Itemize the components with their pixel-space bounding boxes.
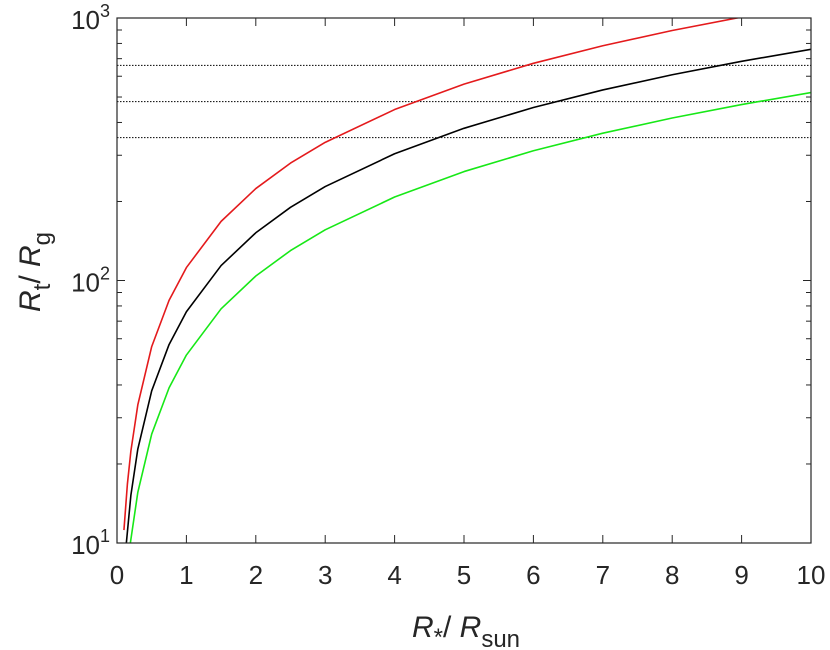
- series-line-2: [129, 91, 811, 543]
- x-tick-label: 0: [110, 560, 124, 590]
- y-axis-label-denom-sub: g: [29, 232, 56, 245]
- x-tick-label: 10: [797, 560, 826, 590]
- x-axis-label-main: R: [412, 611, 434, 644]
- minor-ticks: [117, 29, 811, 465]
- tick-labels: 0 1 2 3 4 5 6 7 8 9 10 101 102 103: [71, 1, 825, 590]
- x-tick-label: 2: [249, 560, 263, 590]
- series-group: [123, 18, 811, 543]
- x-axis-label-main-sub: *: [434, 624, 443, 650]
- series-line-0: [123, 18, 742, 531]
- y-tick-label: 101: [71, 526, 110, 560]
- reference-lines: [117, 64, 811, 139]
- y-axis-label: Rt/ Rg: [14, 232, 56, 312]
- y-axis-label-sep: /: [14, 267, 47, 284]
- y-tick-label: 102: [71, 264, 110, 298]
- y-tick-label: 103: [71, 1, 110, 35]
- y-axis-label-denom: R: [14, 245, 47, 267]
- x-axis-label-denom-sub: sun: [481, 626, 520, 650]
- x-tick-label: 1: [179, 560, 193, 590]
- x-tick-label: 3: [318, 560, 332, 590]
- x-axis-label: R*/ Rsun: [412, 611, 520, 650]
- x-axis-label-denom: R: [460, 611, 482, 644]
- x-tick-label: 7: [596, 560, 610, 590]
- x-tick-label: 5: [457, 560, 471, 590]
- y-axis-label-main-sub: t: [29, 283, 56, 290]
- x-tick-label: 9: [734, 560, 748, 590]
- x-axis-label-sep: /: [443, 611, 460, 644]
- major-ticks: [116, 17, 812, 544]
- x-tick-label: 6: [526, 560, 540, 590]
- y-axis-label-main: R: [14, 290, 47, 312]
- x-tick-label: 8: [665, 560, 679, 590]
- series-line-1: [125, 48, 811, 543]
- x-tick-label: 4: [387, 560, 401, 590]
- plot-frame: [116, 17, 812, 544]
